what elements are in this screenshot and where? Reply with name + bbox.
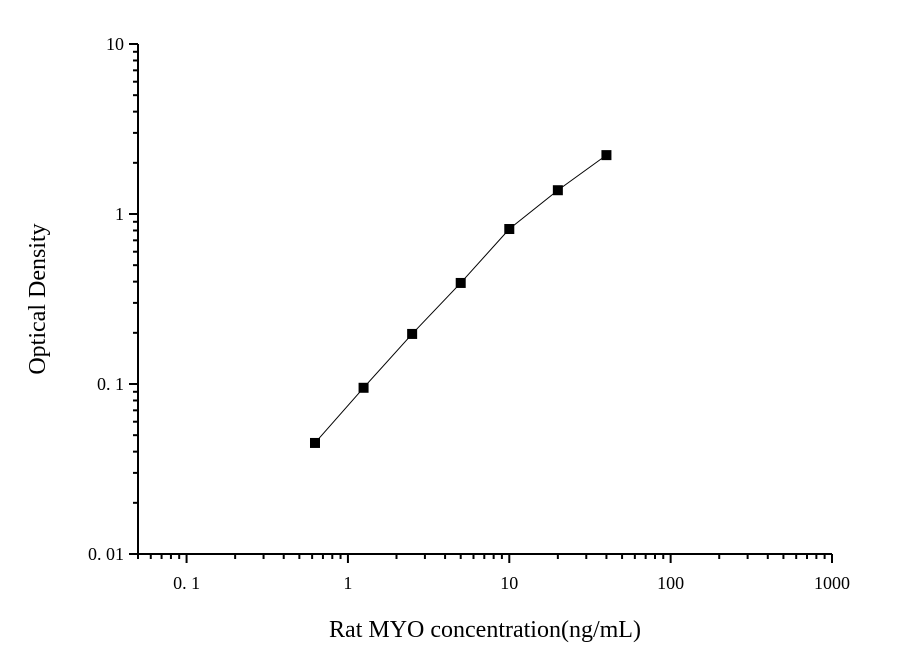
x-tick-label: 10 xyxy=(500,573,518,593)
x-tick-label: 1000 xyxy=(814,573,850,593)
data-point xyxy=(552,185,563,196)
data-point xyxy=(309,437,320,448)
y-tick-label: 0. 01 xyxy=(88,544,124,564)
data-point xyxy=(455,277,466,288)
data-point xyxy=(504,224,515,235)
x-axis-label: Rat MYO concentration(ng/mL) xyxy=(329,617,641,643)
y-tick-label: 10 xyxy=(106,34,124,54)
y-tick-label: 0. 1 xyxy=(97,374,124,394)
data-point xyxy=(407,328,418,339)
x-tick-label: 0. 1 xyxy=(173,573,200,593)
data-point xyxy=(601,150,612,161)
y-axis-label: Optical Density xyxy=(25,223,51,374)
data-point xyxy=(358,382,369,393)
x-tick-label: 1 xyxy=(343,573,352,593)
y-tick-label: 1 xyxy=(115,204,124,224)
series-line xyxy=(314,154,607,444)
x-tick-label: 100 xyxy=(657,573,684,593)
